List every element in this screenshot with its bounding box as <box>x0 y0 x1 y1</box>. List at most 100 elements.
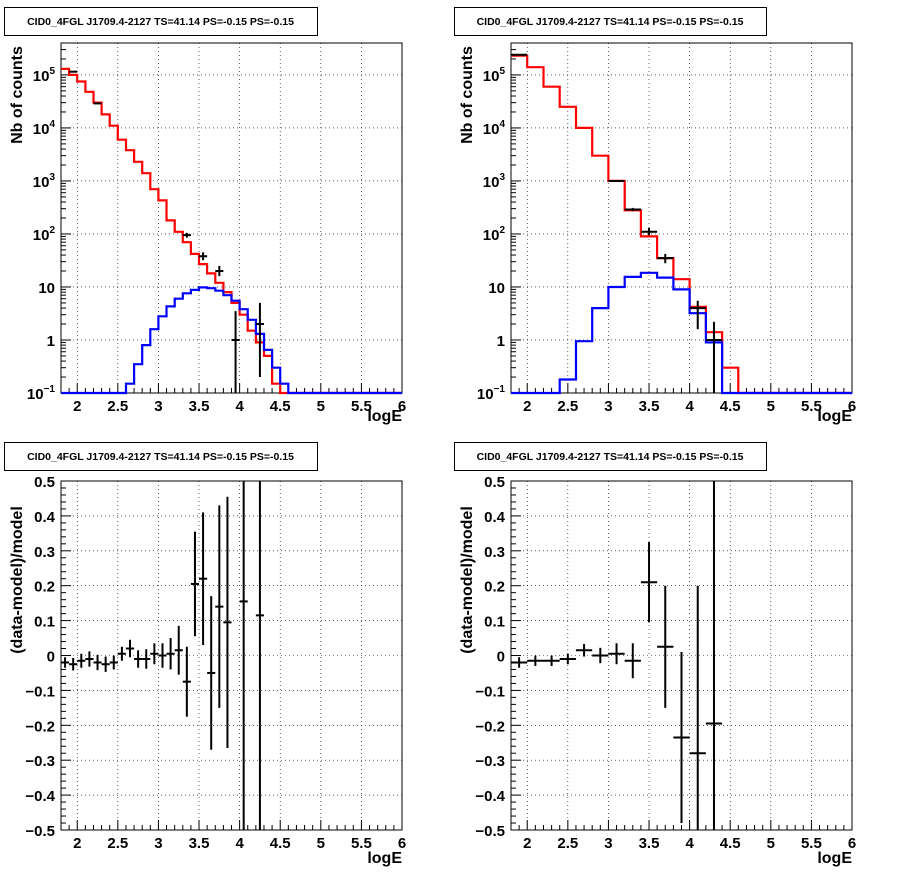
y-tick-label: −0.3 <box>475 753 505 770</box>
x-tick-label: 2.5 <box>557 835 578 852</box>
residual-point <box>527 655 544 666</box>
residual-point <box>199 512 208 646</box>
source-model-histogram <box>61 286 402 395</box>
x-tick-label: 5.5 <box>801 398 822 415</box>
y-tick-label: 1 <box>497 333 505 350</box>
x-tick-label: 6 <box>398 398 406 415</box>
residual-point <box>624 643 641 679</box>
residual-point <box>223 496 232 748</box>
y-tick-label: 0.3 <box>484 544 505 561</box>
y-tick-label: 0 <box>47 649 55 666</box>
y-tick-label: −0.5 <box>475 823 505 840</box>
x-axis-label: logE <box>367 850 402 867</box>
x-tick-label: 2 <box>523 398 531 415</box>
x-tick-label: 3 <box>154 398 162 415</box>
y-tick-exponent: 4 <box>49 119 55 130</box>
title-box <box>4 7 318 36</box>
data-points <box>511 53 723 393</box>
y-tick-label: 0 <box>497 649 505 666</box>
y-tick-base: 10 <box>483 68 500 85</box>
x-tick-label: 4.5 <box>270 398 291 415</box>
residual-point <box>705 481 723 830</box>
residual-point <box>673 652 690 824</box>
y-tick-exponent: −1 <box>494 384 506 395</box>
residual-point <box>69 657 78 671</box>
x-tick-label: 5 <box>767 835 775 852</box>
y-tick-label: 0.5 <box>484 474 505 491</box>
chart-title: CID0_4FGL J1709.4-2127 TS=41.14 PS=-0.15… <box>477 451 744 463</box>
y-tick-base: 10 <box>33 68 50 85</box>
chart-title: CID0_4FGL J1709.4-2127 TS=41.14 PS=-0.15… <box>27 451 294 463</box>
residual-point <box>125 639 135 658</box>
residual-point <box>61 657 70 668</box>
y-tick-label: −0.1 <box>25 683 55 700</box>
y-tick-label: −0.4 <box>475 788 505 805</box>
x-tick-label: 5.5 <box>801 835 822 852</box>
y-tick-label: 0.2 <box>34 579 55 596</box>
y-tick-base: 10 <box>38 280 55 297</box>
residual-point <box>559 653 576 665</box>
y-tick-exponent: 3 <box>499 172 505 183</box>
y-tick-label: 0.3 <box>34 544 55 561</box>
plot-frame <box>60 42 403 394</box>
y-tick-base: 10 <box>477 386 494 403</box>
x-tick-label: 4.5 <box>720 398 741 415</box>
residual-point <box>117 646 126 661</box>
residual-point <box>608 643 625 665</box>
axis-ticks <box>510 42 853 394</box>
y-tick-label: 10−1 <box>477 384 506 403</box>
y-tick-label: 104 <box>33 119 56 138</box>
x-tick-label: 4 <box>235 835 244 852</box>
y-tick-base: 10 <box>488 280 505 297</box>
residual-point <box>543 655 560 666</box>
x-tick-label: 3.5 <box>189 398 210 415</box>
y-tick-base: 10 <box>27 386 44 403</box>
residual-point <box>190 531 200 637</box>
data-point <box>199 252 208 261</box>
x-tick-label: 5.5 <box>351 398 372 415</box>
data-point <box>624 207 641 212</box>
x-tick-label: 5.5 <box>351 835 372 852</box>
axis-ticks <box>60 480 403 831</box>
x-axis-label: logE <box>817 850 852 867</box>
y-tick-base: 10 <box>483 121 500 138</box>
chart-panel-1: CID0_4FGL J1709.4-2127 TS=41.14 PS=-0.15… <box>4 7 406 425</box>
x-tick-label: 2 <box>73 835 81 852</box>
y-tick-label: 0.5 <box>34 474 55 491</box>
model-total-histogram <box>511 54 852 395</box>
y-tick-label: −0.4 <box>25 788 55 805</box>
x-tick-label: 2 <box>523 835 531 852</box>
x-tick-label: 2.5 <box>107 398 128 415</box>
residual-point <box>592 647 609 664</box>
x-tick-label: 6 <box>848 398 856 415</box>
data-point <box>705 321 723 393</box>
y-axis-label: (data-model)/model <box>459 506 476 654</box>
residual-point <box>207 596 216 750</box>
y-tick-label: 0.2 <box>484 579 505 596</box>
data-point <box>231 311 240 393</box>
x-tick-label: 2 <box>73 398 81 415</box>
x-tick-label: 2.5 <box>557 398 578 415</box>
y-tick-label: 104 <box>483 119 506 138</box>
residual-point <box>640 542 658 623</box>
x-tick-label: 4 <box>685 398 694 415</box>
y-tick-label: −0.2 <box>475 718 505 735</box>
chart-title: CID0_4FGL J1709.4-2127 TS=41.14 PS=-0.15… <box>27 16 294 28</box>
residual-point <box>158 643 167 668</box>
residual-point <box>166 638 175 670</box>
residual-point <box>182 646 191 717</box>
data-point <box>640 227 658 236</box>
y-tick-base: 10 <box>33 227 50 244</box>
model-total-histogram <box>61 67 402 395</box>
data-point <box>182 232 191 238</box>
y-tick-base: 10 <box>483 174 500 191</box>
data-point <box>689 300 706 330</box>
residual-point <box>255 481 264 830</box>
data-point <box>215 265 224 277</box>
residual-point <box>239 481 248 830</box>
x-axis-label: logE <box>367 408 402 425</box>
x-tick-label: 3 <box>604 398 612 415</box>
chart-panel-3: CID0_4FGL J1709.4-2127 TS=41.14 PS=-0.15… <box>4 442 406 867</box>
y-tick-label: −0.2 <box>25 718 55 735</box>
